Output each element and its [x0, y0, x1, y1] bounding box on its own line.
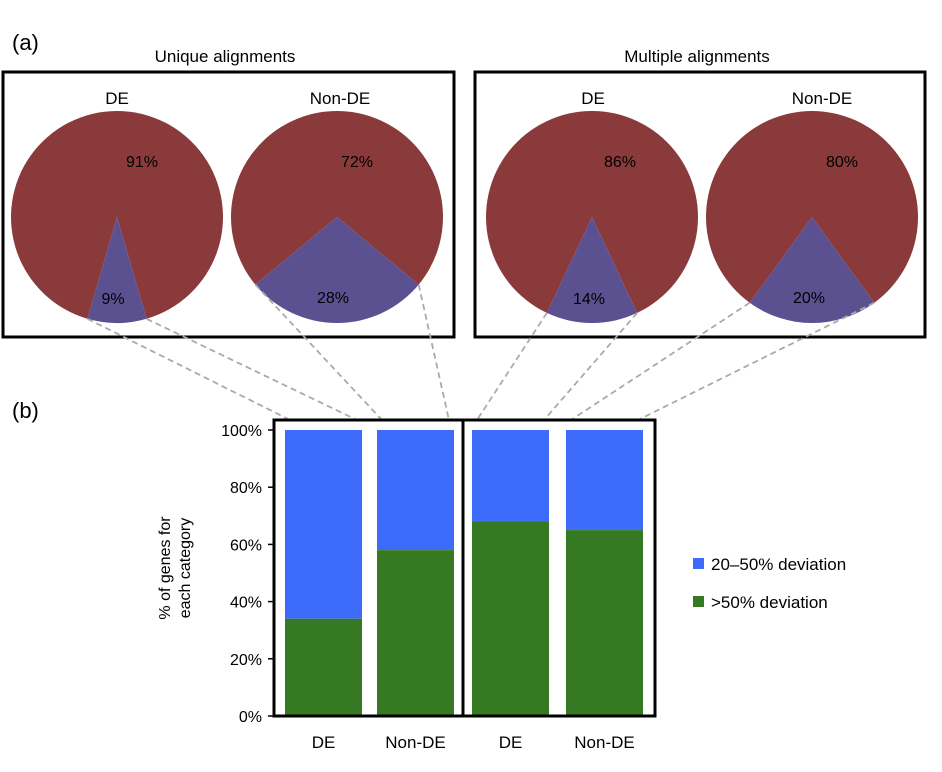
connector-line: [417, 284, 450, 421]
connector-line: [146, 317, 358, 421]
bar-3-over-50-segment: [472, 521, 549, 716]
pie-1: 91% 9%: [10, 111, 223, 324]
connector-line: [637, 301, 875, 421]
panel-a-label: (a): [12, 30, 39, 55]
pie-3-title: DE: [581, 89, 605, 108]
pie-4-major-label: 80%: [826, 154, 858, 171]
unique-alignments-box: [1, 70, 456, 339]
y-tick-label: 100%: [221, 423, 262, 440]
pie-1-minor-label: 9%: [101, 291, 124, 308]
legend-swatch-20-50: [693, 558, 704, 569]
legend: 20–50% deviation >50% deviation: [693, 555, 846, 612]
pie-2-major-label: 72%: [341, 154, 373, 171]
y-tick-label: 40%: [230, 595, 262, 612]
pie-1-major-slice: [10, 111, 223, 319]
x-axis-labels: DE Non-DE DE Non-DE: [312, 733, 635, 752]
pie-4-minor-label: 20%: [793, 290, 825, 307]
pie-3: 86% 14%: [486, 111, 698, 324]
panel-b-label: (b): [12, 398, 39, 423]
pie-4: 80% 20%: [705, 110, 918, 323]
pie-4-title: Non-DE: [792, 89, 852, 108]
x-category-label: DE: [499, 733, 523, 752]
connector-lines: [87, 283, 875, 421]
pie-1-major-label: 91%: [126, 154, 158, 171]
bar-2-over-50-segment: [377, 550, 454, 716]
bar-2-20-50-segment: [377, 430, 454, 551]
bar-3-20-50-segment: [472, 430, 549, 522]
y-tick-label: 20%: [230, 652, 262, 669]
connector-line: [543, 312, 638, 421]
y-tick-label: 80%: [230, 480, 262, 497]
x-category-label: Non-DE: [574, 733, 634, 752]
group-title-multiple: Multiple alignments: [624, 47, 770, 66]
pie-2: 72% 28%: [231, 111, 443, 323]
pie-3-minor-label: 14%: [573, 291, 605, 308]
pie-3-major-label: 86%: [604, 154, 636, 171]
bar-frame-multiple: [461, 418, 657, 718]
group-title-unique: Unique alignments: [155, 47, 296, 66]
y-axis-title-line-1: % of genes for: [157, 516, 174, 620]
pie-4-major-slice: [705, 110, 918, 303]
x-category-label: Non-DE: [385, 733, 445, 752]
pie-3-minor-slice: [546, 217, 638, 324]
connector-line: [476, 312, 548, 421]
connector-line: [570, 302, 751, 421]
bars: [285, 430, 643, 716]
legend-swatch-over-50: [693, 596, 704, 607]
x-category-label: DE: [312, 733, 336, 752]
pie-1-title: DE: [105, 89, 129, 108]
pie-2-minor-label: 28%: [317, 290, 349, 307]
stacked-bar-chart: 0% 20% 40% 60% 80% 100% DE Non-DE DE Non-DE % of…: [157, 418, 657, 752]
bar-4-20-50-segment: [566, 430, 643, 531]
multiple-alignments-box: [473, 70, 927, 339]
pie-4-minor-slice: [749, 217, 875, 323]
pie-2-title: Non-DE: [310, 89, 370, 108]
y-axis-title-line-2: each category: [177, 518, 194, 619]
pie-1-minor-slice: [87, 217, 147, 324]
y-tick-label: 0%: [239, 709, 262, 726]
pie-2-major-slice: [231, 111, 443, 285]
pie-2-minor-slice: [255, 217, 419, 323]
pie-3-major-slice: [486, 111, 698, 313]
bar-4-over-50-segment: [566, 530, 643, 716]
connector-line: [87, 317, 291, 421]
connector-line: [254, 283, 383, 421]
bar-1-20-50-segment: [285, 430, 362, 619]
y-tick-label: 60%: [230, 537, 262, 554]
bar-1-over-50-segment: [285, 618, 362, 716]
legend-label-20-50: 20–50% deviation: [711, 555, 846, 574]
legend-label-over-50: >50% deviation: [711, 593, 828, 612]
y-axis-ticks: 0% 20% 40% 60% 80% 100%: [221, 423, 274, 726]
